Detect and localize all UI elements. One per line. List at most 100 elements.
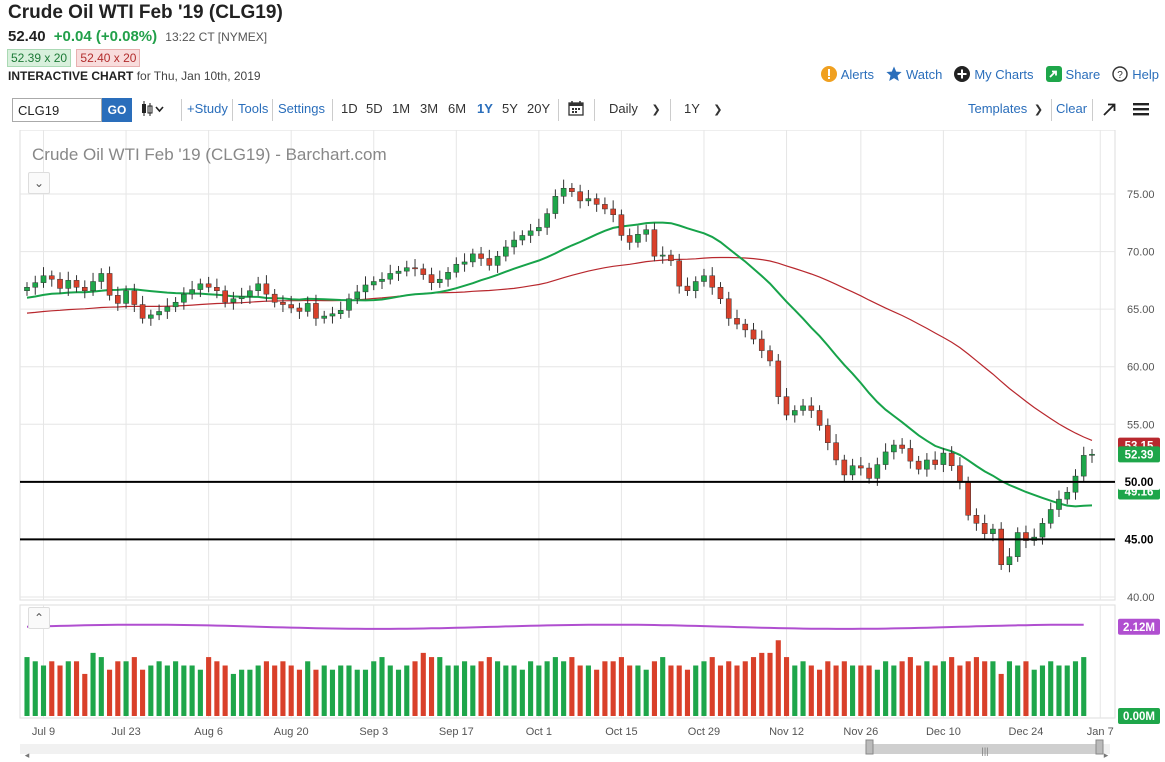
volume-bar bbox=[883, 661, 889, 716]
volume-bar bbox=[263, 661, 269, 716]
watch-button[interactable]: Watch bbox=[886, 66, 942, 82]
candle-body bbox=[593, 198, 600, 205]
y-tick-label: 75.00 bbox=[1127, 189, 1155, 201]
candle-body bbox=[445, 272, 451, 280]
candle-body bbox=[849, 465, 856, 476]
range-handle-right bbox=[1095, 739, 1104, 755]
candle-body bbox=[610, 208, 616, 215]
range-dropdown[interactable]: 1Y ❯ bbox=[684, 101, 723, 116]
clear-button[interactable]: Clear bbox=[1056, 101, 1088, 116]
candle-body bbox=[304, 303, 311, 312]
candle-body bbox=[676, 260, 683, 287]
volume-bar bbox=[1048, 661, 1054, 716]
candle-body bbox=[734, 318, 740, 325]
period-1m[interactable]: 1M bbox=[392, 101, 411, 116]
volume-bar bbox=[1015, 665, 1021, 716]
volume-bar bbox=[577, 665, 583, 716]
candle-body bbox=[684, 285, 691, 291]
x-tick-label: Dec 10 bbox=[926, 726, 961, 738]
candle-body bbox=[115, 295, 121, 304]
chart-type-selector[interactable] bbox=[140, 100, 166, 121]
volume-bar bbox=[420, 652, 426, 716]
volume-bar bbox=[214, 661, 220, 716]
period-5d[interactable]: 5D bbox=[366, 101, 383, 116]
alerts-button[interactable]: Alerts bbox=[820, 66, 874, 82]
candle-body bbox=[1006, 556, 1013, 566]
volume-bar bbox=[478, 661, 484, 716]
candle-body bbox=[238, 296, 245, 300]
volume-bar bbox=[222, 665, 228, 716]
line-45-price-label-bg bbox=[1118, 531, 1160, 548]
period-20y[interactable]: 20Y bbox=[527, 101, 551, 116]
chart-area[interactable]: Jul 9 Jul 23 Aug 6 Aug 20 Sep 3 Sep 17 Oct 1 Oc… bbox=[0, 130, 1165, 762]
candle-body bbox=[98, 273, 105, 282]
volume-bar bbox=[759, 652, 765, 716]
grip-icon: ||| bbox=[981, 746, 988, 756]
candle-body bbox=[552, 196, 559, 214]
range-handle-left bbox=[865, 739, 874, 755]
volume-bar bbox=[247, 669, 253, 716]
candle-body bbox=[709, 275, 716, 288]
share-button[interactable]: Share bbox=[1045, 66, 1100, 82]
add-study-button[interactable]: +Study bbox=[187, 101, 228, 116]
menu-button[interactable] bbox=[1133, 101, 1149, 120]
candle-body bbox=[172, 301, 179, 308]
candle-body bbox=[387, 273, 394, 280]
volume-bar bbox=[57, 665, 63, 716]
period-1y[interactable]: 1Y bbox=[477, 101, 493, 116]
volume-bar bbox=[445, 665, 451, 716]
volume-bar bbox=[453, 665, 459, 716]
candle-body bbox=[791, 410, 798, 416]
my-charts-button[interactable]: My Charts bbox=[954, 66, 1034, 82]
volume-bar bbox=[973, 657, 979, 716]
candle-body bbox=[651, 229, 658, 257]
bid-badge: 52.39 x 20 bbox=[7, 49, 72, 67]
volume-bar bbox=[635, 665, 641, 716]
plus-circle-icon bbox=[954, 66, 971, 82]
volume-bar bbox=[156, 661, 162, 716]
tools-button[interactable]: Tools bbox=[238, 101, 269, 116]
x-tick-label: Oct 1 bbox=[526, 726, 552, 738]
volume-bar bbox=[982, 661, 988, 716]
volume-bar bbox=[519, 669, 525, 716]
candle-body bbox=[230, 298, 237, 303]
volume-bar bbox=[40, 665, 47, 716]
go-button[interactable]: GO bbox=[102, 98, 132, 122]
volume-bar bbox=[816, 669, 823, 716]
volume-bar bbox=[106, 669, 113, 716]
period-1d[interactable]: 1D bbox=[341, 101, 358, 116]
period-3m[interactable]: 3M bbox=[420, 101, 439, 116]
alerts-label: Alerts bbox=[840, 66, 874, 82]
candle-body bbox=[214, 287, 220, 291]
candle-body bbox=[139, 304, 146, 319]
period-5y[interactable]: 5Y bbox=[502, 101, 518, 116]
volume-bar bbox=[115, 661, 121, 716]
volume-bar bbox=[726, 661, 732, 716]
help-button[interactable]: ? Help bbox=[1112, 66, 1159, 82]
candle-body bbox=[205, 283, 212, 288]
volume-bar bbox=[503, 665, 509, 716]
settings-button[interactable]: Settings bbox=[278, 101, 325, 116]
interval-dropdown[interactable]: Daily ❯ bbox=[609, 101, 661, 116]
help-label: Help bbox=[1132, 66, 1159, 82]
volume-bar bbox=[164, 665, 170, 716]
volume-bar bbox=[792, 665, 798, 716]
expand-button[interactable] bbox=[1102, 101, 1116, 120]
candle-body bbox=[329, 313, 336, 317]
volume-bar bbox=[858, 665, 864, 716]
volume-bar bbox=[684, 669, 691, 716]
chevron-down-icon: ❯ bbox=[651, 104, 661, 116]
volume-bar bbox=[255, 665, 261, 716]
symbol-input[interactable] bbox=[12, 98, 102, 122]
candle-body bbox=[370, 281, 377, 286]
collapse-price-pane-button[interactable]: ⌄ bbox=[28, 172, 50, 194]
last-price-label: 52.39 bbox=[1125, 449, 1154, 461]
toolbar-divider bbox=[670, 99, 671, 121]
period-6m[interactable]: 6M bbox=[448, 101, 467, 116]
volume-bar bbox=[643, 669, 649, 716]
templates-dropdown[interactable]: Templates ❯ bbox=[968, 101, 1043, 116]
calendar-button[interactable] bbox=[568, 100, 584, 119]
candle-body bbox=[808, 405, 815, 411]
price-chart[interactable]: Jul 9 Jul 23 Aug 6 Aug 20 Sep 3 Sep 17 Oct 1 Oc… bbox=[0, 130, 1165, 762]
collapse-volume-pane-button[interactable]: ⌃ bbox=[28, 607, 50, 629]
